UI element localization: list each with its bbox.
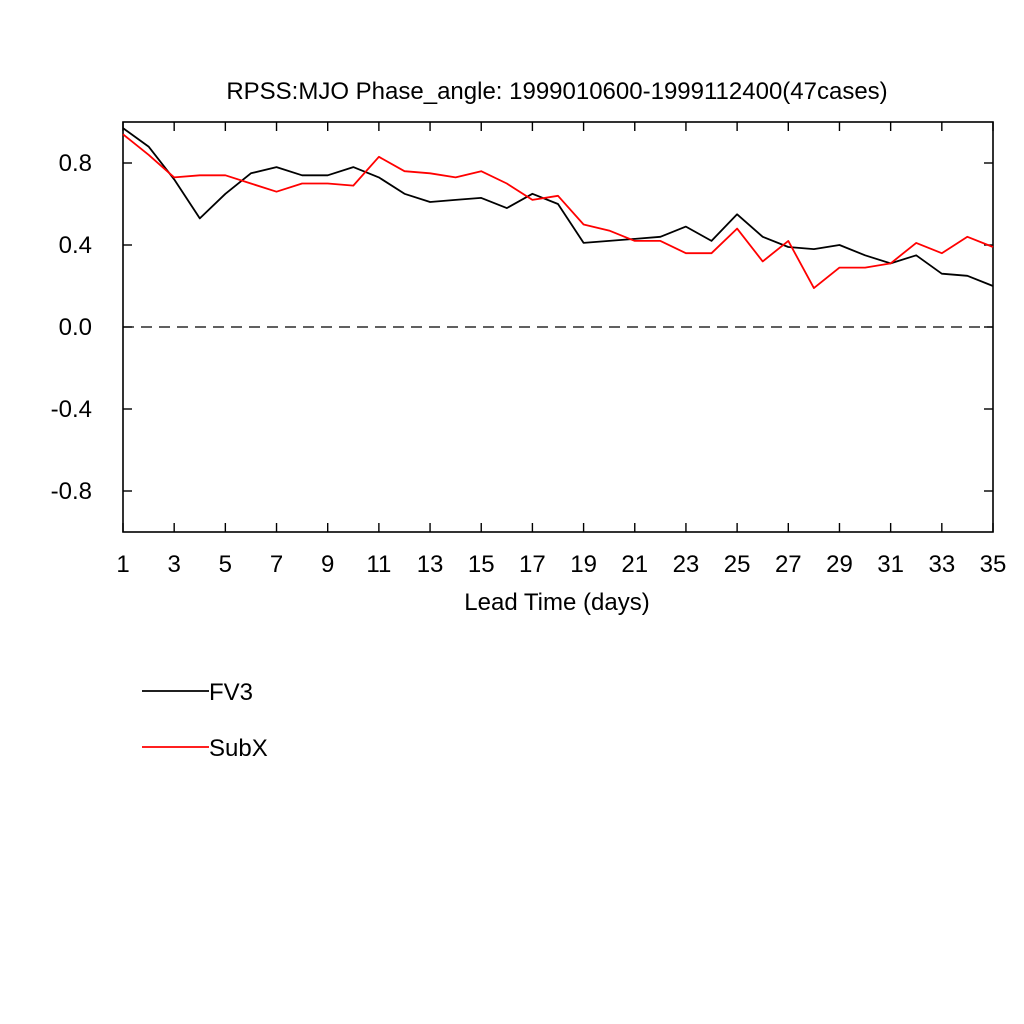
x-tick-label: 9 — [321, 551, 334, 578]
x-tick-label: 1 — [116, 551, 129, 578]
plot-area: 1 3 5 7 9 11 13 15 17 19 21 23 25 27 29 31 33 35-0.8-0.40… — [51, 121, 1007, 578]
x-tick-label: 25 — [724, 551, 751, 578]
x-tick-label: 11 — [366, 551, 391, 578]
y-tick-label: -0.8 — [51, 478, 92, 505]
legend-label: FV3 — [209, 679, 253, 706]
y-tick-label: 0.8 — [59, 150, 92, 177]
x-tick-label: 29 — [826, 551, 853, 578]
x-tick-label: 35 — [980, 551, 1007, 578]
chart-title: RPSS:MJO Phase_angle: 1999010600-1999112… — [226, 78, 887, 105]
x-tick-label: 31 — [877, 551, 904, 578]
legend: FV3 SubX — [142, 679, 268, 762]
x-tick-label: 33 — [928, 551, 955, 578]
y-tick-label: 0.0 — [59, 314, 92, 341]
x-axis-label: Lead Time (days) — [464, 589, 649, 616]
series-line-fv3 — [122, 127, 994, 287]
x-tick-label: 5 — [219, 551, 232, 578]
y-tick-label: -0.4 — [51, 396, 92, 423]
x-tick-label: 15 — [468, 551, 495, 578]
x-tick-label: 23 — [673, 551, 700, 578]
x-tick-label: 19 — [570, 551, 597, 578]
legend-label: SubX — [209, 735, 268, 762]
series-line-subx — [122, 133, 994, 290]
x-tick-label: 17 — [519, 551, 546, 578]
x-tick-label: 3 — [167, 551, 180, 578]
x-tick-label: 21 — [621, 551, 648, 578]
x-tick-label: 13 — [417, 551, 444, 578]
y-tick-label: 0.4 — [59, 232, 92, 259]
x-tick-label: 27 — [775, 551, 802, 578]
x-tick-label: 7 — [270, 551, 283, 578]
